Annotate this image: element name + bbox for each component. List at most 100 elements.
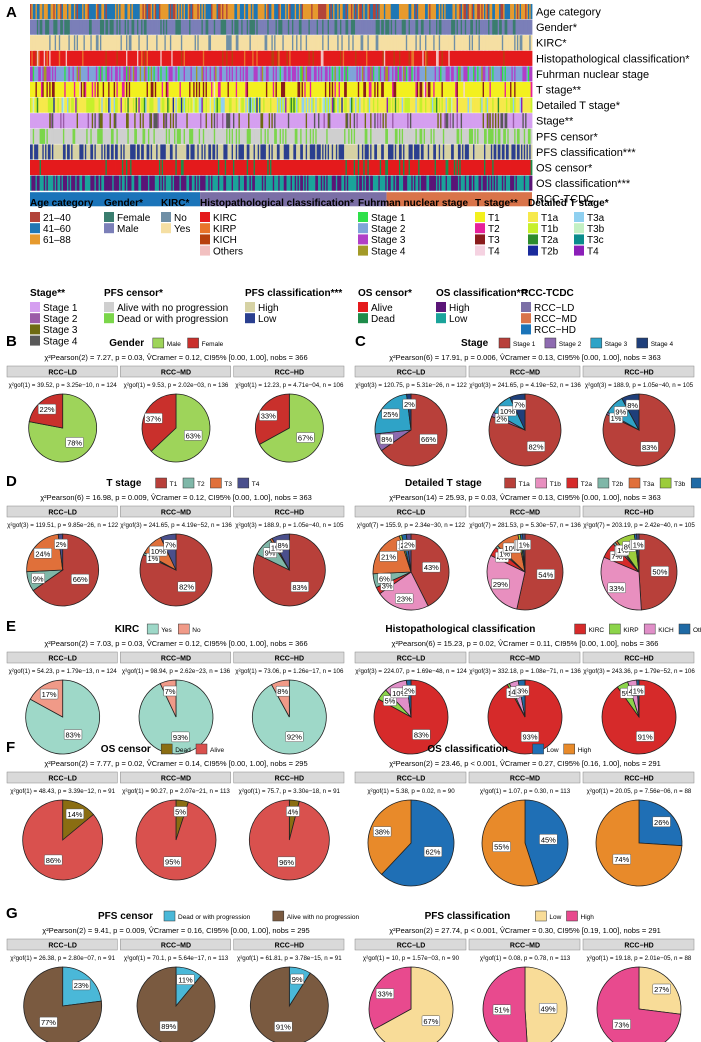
heatmap-cell xyxy=(249,4,252,20)
heatmap-cell xyxy=(82,19,84,35)
heatmap-cell xyxy=(381,35,383,51)
heatmap-cell xyxy=(195,19,198,35)
heatmap-cell xyxy=(385,19,388,35)
heatmap-cell xyxy=(256,128,259,144)
heatmap-cell xyxy=(345,160,348,176)
heatmap-cell xyxy=(434,4,437,20)
facet-stat: χ²gof(1) = 12.23, p = 4.71e−04, n = 106 xyxy=(235,382,344,389)
heatmap-cell xyxy=(385,50,388,66)
heatmap-cell xyxy=(440,35,442,51)
pie-legend-label: Low xyxy=(547,747,559,754)
heatmap-cell xyxy=(265,82,268,98)
heatmap-cell xyxy=(99,35,102,51)
heatmap-cell xyxy=(387,66,390,82)
heatmap-cell xyxy=(51,175,54,191)
legend-swatch xyxy=(200,245,210,256)
heatmap-cell xyxy=(72,175,75,191)
heatmap-cell xyxy=(442,19,445,35)
heatmap-cell xyxy=(98,82,101,98)
heatmap-cell xyxy=(72,19,75,35)
heatmap-cell xyxy=(168,113,171,129)
heatmap-cell xyxy=(442,82,445,98)
heatmap-cell xyxy=(475,50,478,66)
heatmap-cell xyxy=(90,175,93,191)
heatmap-cell xyxy=(68,160,71,176)
heatmap-cell xyxy=(431,4,434,20)
heatmap-cell xyxy=(171,82,174,98)
heatmap-cell xyxy=(307,66,309,82)
heatmap-cell xyxy=(178,35,180,51)
heatmap-cell xyxy=(471,4,474,20)
pie-data-label-box xyxy=(607,582,626,594)
heatmap-cell xyxy=(330,19,333,35)
heatmap-cell xyxy=(97,50,99,66)
heatmap-cell xyxy=(260,19,263,35)
pie-data-label-box xyxy=(636,731,655,742)
heatmap-cell xyxy=(265,66,268,82)
heatmap-cell xyxy=(348,66,350,82)
heatmap-cell xyxy=(352,66,355,82)
pie-data-label-box xyxy=(184,430,203,441)
heatmap-cell xyxy=(271,113,274,129)
heatmap-cell xyxy=(226,4,228,20)
facet-strip xyxy=(468,505,581,518)
heatmap-cell xyxy=(327,128,330,144)
heatmap-cell xyxy=(198,160,201,176)
heatmap-cell xyxy=(353,4,356,20)
heatmap-cell xyxy=(322,175,324,191)
heatmap-cell xyxy=(308,50,311,66)
heatmap-cell xyxy=(393,35,396,51)
heatmap-cell xyxy=(105,4,108,20)
heatmap-cell xyxy=(61,19,64,35)
heatmap-cell xyxy=(438,4,441,20)
heatmap-cell xyxy=(316,66,319,82)
heatmap-cell xyxy=(478,19,481,35)
heatmap-cell xyxy=(468,66,471,82)
heatmap-cell xyxy=(224,50,227,66)
heatmap-cell xyxy=(72,97,75,113)
heatmap-cell xyxy=(411,128,414,144)
heatmap-cell xyxy=(238,144,241,160)
heatmap-cell xyxy=(493,19,496,35)
heatmap-cell xyxy=(312,19,315,35)
heatmap-cell xyxy=(433,35,436,51)
pie-data-label: 92% xyxy=(287,733,302,742)
legend-title: Histopathological classification* xyxy=(200,198,354,209)
heatmap-cell xyxy=(415,4,418,20)
heatmap-cell xyxy=(420,144,423,160)
facet-stat: χ²gof(1) = 70.1, p = 5.64e−17, n = 113 xyxy=(124,955,229,962)
heatmap-cell xyxy=(323,160,326,176)
heatmap-cell xyxy=(297,97,300,113)
heatmap-cell xyxy=(383,144,386,160)
heatmap-cell xyxy=(341,4,344,20)
heatmap-cell xyxy=(438,82,441,98)
heatmap-cell xyxy=(127,97,130,113)
heatmap-cell xyxy=(130,97,132,113)
pie-data-label: 33% xyxy=(261,412,276,421)
heatmap-cell xyxy=(68,175,71,191)
heatmap-cell xyxy=(112,160,115,176)
heatmap-cell xyxy=(294,66,297,82)
heatmap-cell xyxy=(385,175,388,191)
heatmap-cell xyxy=(366,128,368,144)
heatmap-cell xyxy=(512,50,515,66)
heatmap-cell xyxy=(234,144,237,160)
heatmap-cell xyxy=(47,144,50,160)
heatmap-cell xyxy=(445,113,448,129)
heatmap-cell xyxy=(243,4,246,20)
heatmap-cell xyxy=(389,19,392,35)
heatmap-cell xyxy=(226,97,228,113)
heatmap-cell xyxy=(147,128,150,144)
legend-label: Dead xyxy=(371,314,395,325)
heatmap-cell xyxy=(113,66,116,82)
heatmap-track-pfscensor xyxy=(30,128,533,144)
heatmap-cell xyxy=(231,113,234,129)
heatmap-cell xyxy=(175,128,178,144)
heatmap-cell xyxy=(342,175,345,191)
heatmap-cell xyxy=(309,113,312,129)
heatmap-cell xyxy=(156,4,158,20)
heatmap-cell xyxy=(518,175,521,191)
heatmap-cell xyxy=(117,4,120,20)
legend-label: Low xyxy=(449,314,468,325)
heatmap-cell xyxy=(175,97,178,113)
